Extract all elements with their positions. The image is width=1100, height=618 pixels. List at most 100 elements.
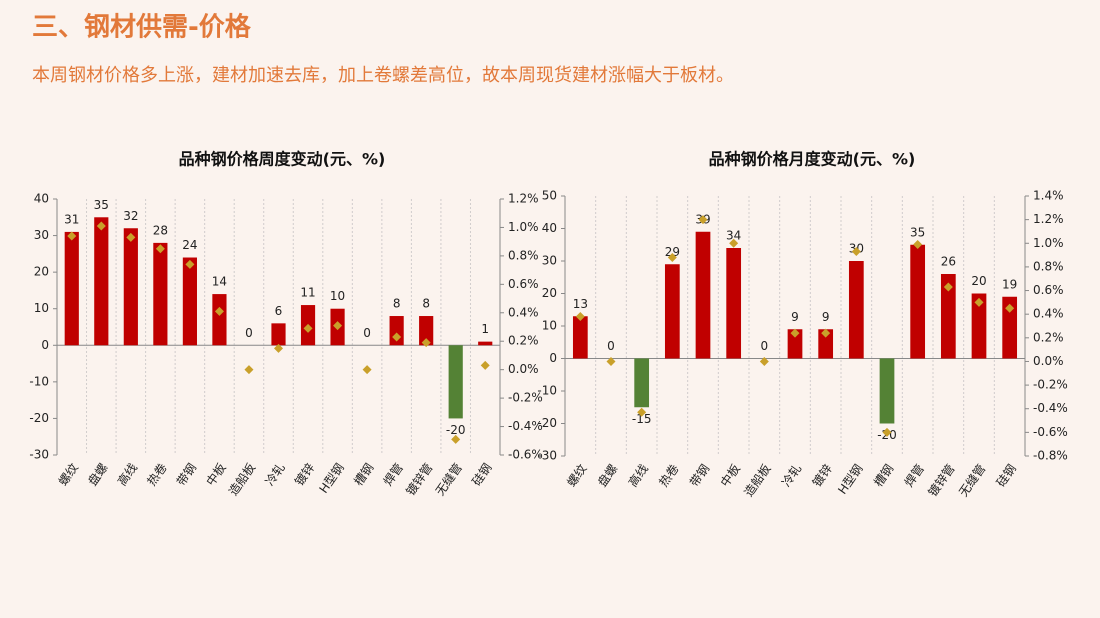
y2-tick-label: -0.6% [1033,425,1068,439]
diamond-marker [214,306,224,316]
x-tick-label: H型钢 [835,462,865,497]
y2-tick-label: 1.2% [1033,212,1064,226]
y2-tick-label: -0.6% [508,448,543,462]
data-label: -15 [632,412,652,426]
x-tick-label: 高线 [114,460,140,488]
diamond-marker [421,338,431,348]
data-label: -20 [446,423,466,437]
data-label: 0 [607,339,615,353]
y-tick-label: 0 [41,338,49,352]
chart-title: 品种钢价格周度变动(元、%) [179,150,386,169]
bar [448,345,463,419]
x-tick-label: 热卷 [144,460,170,488]
diamond-marker [729,238,739,248]
x-tick-label: 无缝管 [432,460,465,498]
x-tick-label: 焊管 [380,460,406,488]
data-label: 35 [94,198,109,212]
bar [726,248,742,359]
x-tick-label: 带钢 [174,461,199,489]
y-tick-label: -30 [29,448,49,462]
data-label: 20 [971,274,986,288]
x-tick-label: 高线 [625,461,651,489]
y-tick-label: 20 [34,265,49,279]
x-tick-label: 中板 [717,461,743,489]
bar [695,231,711,359]
data-label: 13 [573,297,588,311]
data-label: 6 [275,304,283,318]
bar [787,329,803,359]
diamond-marker [362,365,372,375]
diamond-marker [575,312,585,322]
y-tick-label: 0 [549,351,557,365]
diamond-marker [96,221,106,231]
y-tick-label: 10 [34,301,49,315]
y2-tick-label: 0.8% [508,248,539,262]
diamond-marker [882,427,892,437]
x-tick-label: 造船板 [742,462,774,500]
x-tick-label: 冷轧 [779,462,804,490]
bar [64,231,79,346]
y2-tick-label: 0.6% [508,277,539,291]
chart-title: 品种钢价格月度变动(元、%) [709,150,916,169]
diamond-marker [790,328,800,338]
y-tick-label: 30 [542,254,557,268]
x-tick-label: 盘螺 [85,460,111,488]
x-tick-label: 槽钢 [871,462,896,490]
bar [940,274,956,359]
y2-tick-label: 0.2% [1033,330,1064,344]
y-tick-label: -10 [537,384,557,398]
data-label: 9 [791,310,799,324]
x-tick-label: 热卷 [656,461,682,489]
diamond-marker [451,434,461,444]
y-tick-label: 50 [542,189,557,203]
y2-tick-label: 0.0% [1033,354,1064,368]
data-label: 0 [245,326,253,340]
data-label: 8 [393,297,401,311]
y2-tick-label: 0.2% [508,334,539,348]
diamond-marker [480,360,490,370]
x-tick-label: 无缝管 [955,461,988,499]
bar [478,341,493,346]
bar [182,257,197,346]
slide-title: 三、钢材供需-价格 [32,12,252,43]
bar [910,244,926,359]
bar [848,261,864,359]
x-tick-label: 造船板 [226,461,258,499]
y2-tick-label: 0.8% [1033,259,1064,273]
diamond-marker [1005,303,1015,313]
y2-tick-label: -0.4% [1033,401,1068,415]
x-tick-label: 中板 [203,460,229,488]
x-tick-label: 螺纹 [56,461,81,489]
bar [634,358,650,408]
x-tick-label: 镀锌 [810,462,835,490]
x-tick-label: 带钢 [687,462,712,490]
diamond-marker [667,252,677,262]
data-label: 29 [665,245,680,259]
data-label: 32 [123,209,138,223]
data-label: 8 [422,297,430,311]
x-tick-label: 镀锌管 [403,460,436,498]
y2-tick-label: 1.2% [508,192,539,206]
y-tick-label: 30 [34,228,49,242]
diamond-marker [637,407,647,417]
x-tick-label: H型钢 [316,461,346,496]
y-tick-label: 10 [542,319,557,333]
x-tick-label: 镀锌 [292,461,317,489]
y2-tick-label: 1.4% [1033,189,1064,203]
data-label: 9 [822,310,830,324]
data-label: 10 [330,289,345,303]
data-label: 24 [182,238,197,252]
data-label: 26 [941,255,956,269]
data-label: 1 [481,322,489,336]
diamond-marker [913,239,923,249]
x-tick-label: 硅钢 [994,462,1019,490]
diamond-marker [333,321,343,331]
bar [123,228,138,346]
y2-tick-label: 0.6% [1033,283,1064,297]
diamond-marker [274,343,283,353]
data-label: 34 [726,229,741,243]
bar [818,329,834,359]
y2-tick-label: -0.2% [508,391,543,405]
x-tick-label: 槽钢 [351,461,376,489]
